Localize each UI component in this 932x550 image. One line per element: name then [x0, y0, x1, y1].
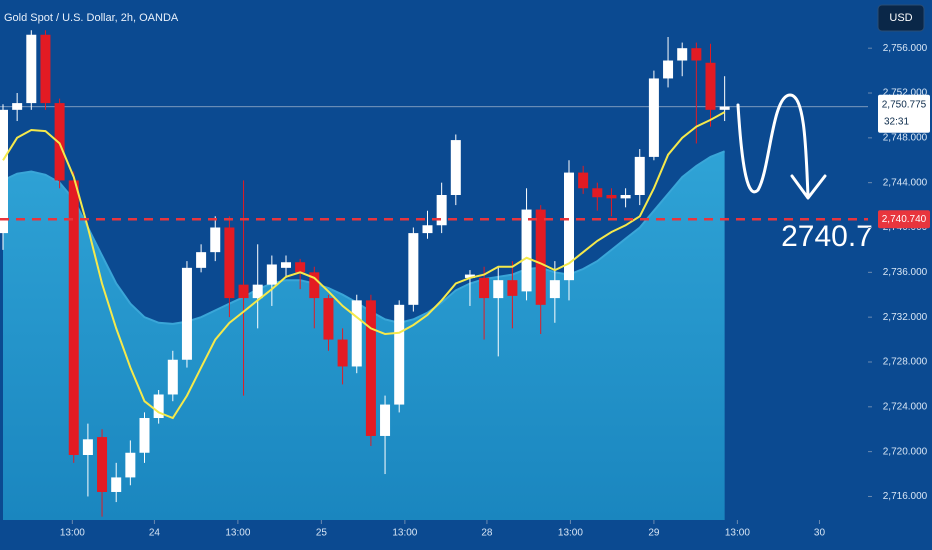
candle-body [535, 209, 546, 305]
ma-area [3, 151, 725, 521]
candle-body [648, 78, 659, 157]
hand-drawn-arrow [736, 93, 827, 200]
x-tick-label: 13:00 [558, 528, 583, 539]
candle-body [450, 140, 461, 195]
x-tick-label: 24 [149, 528, 161, 539]
candle-body [719, 106, 730, 110]
x-tick-label: 13:00 [225, 528, 250, 539]
candle-body [210, 227, 221, 253]
currency-label[interactable]: USD [889, 12, 912, 24]
candle-body [380, 404, 391, 436]
y-tick-label: 2,728.000 [883, 357, 928, 368]
candle-body [578, 172, 589, 189]
x-tick-label: 25 [316, 528, 328, 539]
y-tick-label: 2,720.000 [883, 446, 928, 457]
candle-body [0, 109, 8, 234]
y-tick-label: 2,724.000 [883, 401, 928, 412]
candle-body [40, 34, 51, 104]
candle-body [196, 252, 207, 268]
candle-body [181, 267, 192, 360]
price-label-box [878, 94, 930, 133]
candle-body [82, 439, 93, 455]
x-tick-label: 13:00 [725, 528, 750, 539]
candle-body [464, 274, 475, 278]
currency-button[interactable] [877, 4, 925, 32]
x-tick-label: 29 [648, 528, 660, 539]
candle-body [705, 62, 716, 110]
candle-body [68, 180, 79, 455]
candle-body [12, 103, 23, 110]
candle-body [592, 188, 603, 198]
candle-body [266, 264, 277, 285]
target-annotation: 2740.7 [781, 220, 873, 253]
y-tick-label: 2,752.000 [883, 88, 928, 99]
candle-body [677, 48, 688, 61]
y-tick-label: 2,756.000 [883, 43, 928, 54]
candle-body [295, 262, 306, 273]
target-label: 2,740.740 [882, 214, 927, 225]
candle-body [422, 225, 433, 234]
y-tick-label: 2,716.000 [883, 491, 928, 502]
candle-body [436, 195, 447, 226]
candle-body [323, 298, 334, 340]
candle-body [493, 280, 504, 299]
candle-body [238, 284, 249, 299]
candle-body [224, 227, 235, 299]
candle-body [521, 209, 532, 292]
candle-body [606, 195, 617, 199]
candle-body [54, 103, 65, 181]
x-tick-label: 30 [814, 528, 826, 539]
ma-line [2, 111, 726, 420]
candle-body [167, 359, 178, 395]
x-tick-label: 13:00 [392, 528, 417, 539]
y-tick-label: 2,744.000 [883, 177, 928, 188]
candle-body [252, 284, 263, 299]
candle-body [125, 452, 136, 478]
candle-body [394, 304, 405, 405]
candle-body [549, 280, 560, 299]
candle-body [111, 477, 122, 492]
target-label-box [878, 210, 930, 229]
y-tick-label: 2,748.000 [883, 132, 928, 143]
price-label: 2,750.775 [882, 99, 927, 110]
candle-body [691, 48, 702, 61]
candle-body [365, 300, 376, 436]
candle-body [281, 262, 291, 268]
x-tick-label: 28 [481, 528, 493, 539]
candle-body [26, 34, 37, 104]
plot-area [0, 30, 868, 521]
ma-area-edge [2, 150, 725, 325]
x-tick-label: 13:00 [60, 528, 85, 539]
candle-body [97, 437, 108, 492]
candle-body [309, 272, 320, 299]
candle-body [337, 339, 348, 367]
candle-body [620, 195, 631, 199]
candle-body [564, 172, 574, 281]
candle-body [479, 277, 490, 299]
candle-body [408, 233, 419, 305]
candle-body [634, 156, 645, 195]
candle-body [153, 394, 164, 419]
y-tick-label: 2,736.000 [883, 267, 928, 278]
price-countdown: 32:31 [884, 116, 909, 127]
y-tick-label: 2,732.000 [883, 312, 928, 323]
candle-body [663, 60, 674, 79]
candle-body [351, 300, 362, 367]
candle-body [139, 418, 150, 453]
candle-body [507, 280, 518, 296]
chart-title: Gold Spot / U.S. Dollar, 2h, OANDA [4, 12, 179, 24]
